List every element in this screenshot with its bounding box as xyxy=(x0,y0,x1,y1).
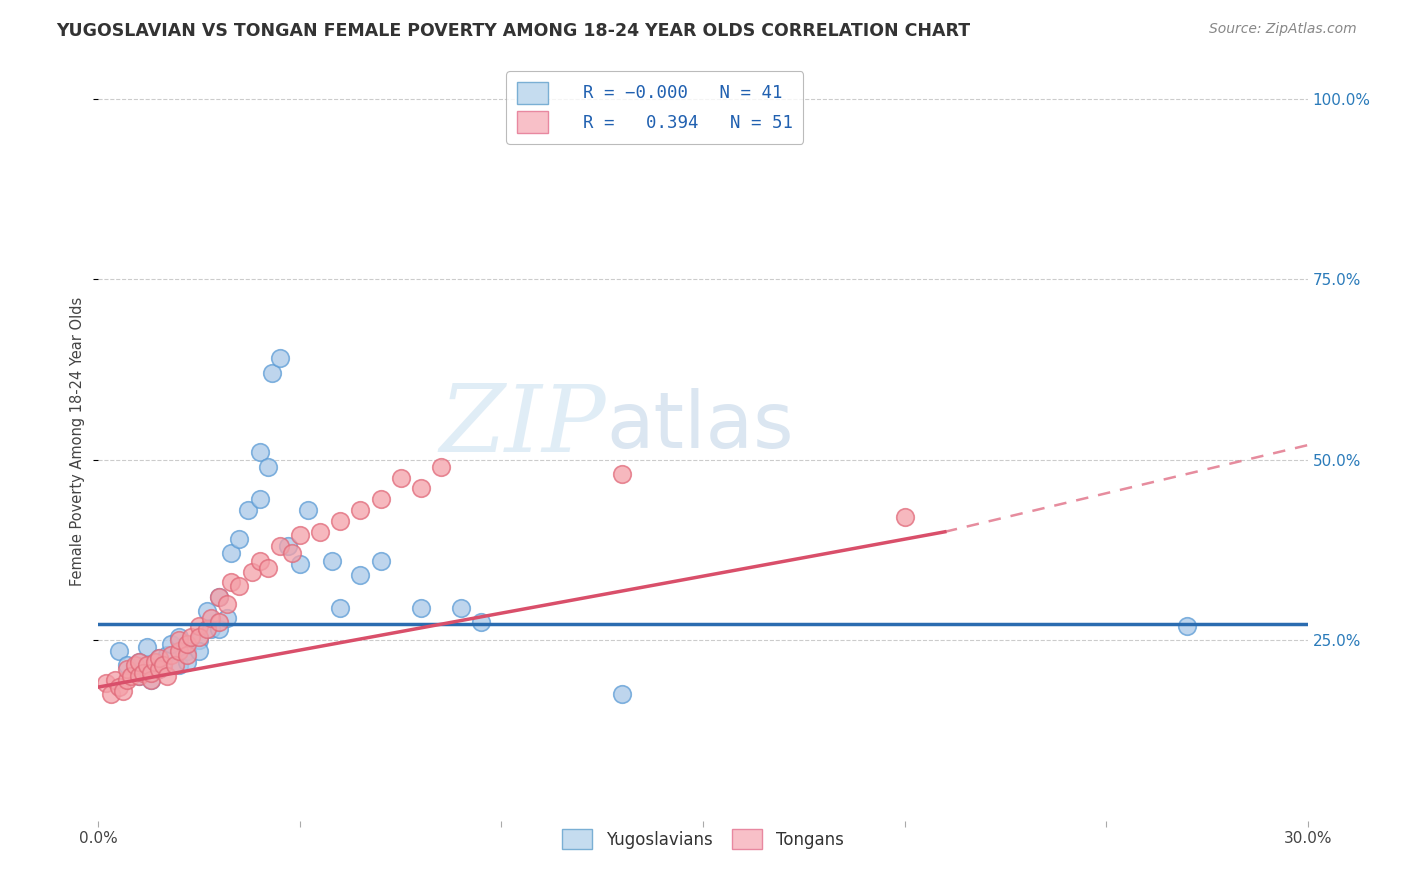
Point xyxy=(249,554,271,568)
Point xyxy=(135,640,157,655)
Point xyxy=(148,651,170,665)
Point xyxy=(176,655,198,669)
Point xyxy=(148,651,170,665)
Point xyxy=(349,568,371,582)
Point xyxy=(249,445,271,459)
Point xyxy=(297,503,319,517)
Point xyxy=(370,492,392,507)
Point xyxy=(208,622,231,636)
Point xyxy=(288,528,311,542)
Point xyxy=(176,648,198,662)
Point xyxy=(221,546,243,560)
Y-axis label: Female Poverty Among 18-24 Year Olds: Female Poverty Among 18-24 Year Olds xyxy=(70,297,86,586)
Point xyxy=(96,676,118,690)
Point xyxy=(208,590,231,604)
Point xyxy=(200,611,222,625)
Point xyxy=(329,600,352,615)
Point xyxy=(389,470,412,484)
Point xyxy=(329,514,352,528)
Point xyxy=(180,630,202,644)
Point xyxy=(100,687,122,701)
Point xyxy=(612,467,634,481)
Point xyxy=(148,662,170,676)
Point xyxy=(249,492,271,507)
Point xyxy=(188,618,211,632)
Text: ZIP: ZIP xyxy=(440,382,606,471)
Point xyxy=(167,644,190,658)
Point xyxy=(409,600,432,615)
Point xyxy=(139,665,162,680)
Point xyxy=(152,658,174,673)
Point xyxy=(163,658,186,673)
Point xyxy=(1175,618,1198,632)
Point xyxy=(167,658,190,673)
Point xyxy=(188,630,211,644)
Point xyxy=(139,673,162,687)
Point xyxy=(281,546,304,560)
Point xyxy=(107,680,129,694)
Point xyxy=(115,658,138,673)
Point xyxy=(156,669,179,683)
Point xyxy=(128,669,150,683)
Point xyxy=(309,524,332,539)
Point xyxy=(321,554,343,568)
Point xyxy=(269,539,291,553)
Point xyxy=(160,648,183,662)
Point xyxy=(288,558,311,572)
Legend: Yugoslavians, Tongans: Yugoslavians, Tongans xyxy=(554,821,852,858)
Point xyxy=(128,655,150,669)
Point xyxy=(228,532,250,546)
Point xyxy=(256,459,278,474)
Point xyxy=(277,539,299,553)
Point xyxy=(135,658,157,673)
Point xyxy=(208,590,231,604)
Point xyxy=(176,637,198,651)
Point xyxy=(217,597,239,611)
Point xyxy=(370,554,392,568)
Point xyxy=(221,575,243,590)
Point xyxy=(450,600,472,615)
Point xyxy=(143,655,166,669)
Point xyxy=(236,503,259,517)
Point xyxy=(612,687,634,701)
Point xyxy=(217,611,239,625)
Point xyxy=(430,459,453,474)
Text: atlas: atlas xyxy=(606,388,794,465)
Point xyxy=(188,633,211,648)
Point xyxy=(103,673,125,687)
Point xyxy=(200,622,222,636)
Point xyxy=(256,561,278,575)
Point xyxy=(132,665,155,680)
Point xyxy=(148,662,170,676)
Point xyxy=(115,673,138,687)
Point xyxy=(409,482,432,496)
Point xyxy=(124,658,146,673)
Point xyxy=(139,673,162,687)
Point xyxy=(115,662,138,676)
Text: YUGOSLAVIAN VS TONGAN FEMALE POVERTY AMONG 18-24 YEAR OLDS CORRELATION CHART: YUGOSLAVIAN VS TONGAN FEMALE POVERTY AMO… xyxy=(56,22,970,40)
Point xyxy=(160,637,183,651)
Point xyxy=(167,630,190,644)
Point xyxy=(228,579,250,593)
Point xyxy=(120,669,142,683)
Point xyxy=(188,644,211,658)
Point xyxy=(156,648,179,662)
Point xyxy=(195,622,218,636)
Point xyxy=(128,655,150,669)
Point xyxy=(240,565,263,579)
Point xyxy=(349,503,371,517)
Point xyxy=(893,510,915,524)
Point xyxy=(470,615,492,629)
Point xyxy=(269,351,291,366)
Point xyxy=(176,644,198,658)
Point xyxy=(260,366,283,380)
Text: Source: ZipAtlas.com: Source: ZipAtlas.com xyxy=(1209,22,1357,37)
Point xyxy=(107,644,129,658)
Point xyxy=(195,604,218,618)
Point xyxy=(128,669,150,683)
Point xyxy=(167,633,190,648)
Point xyxy=(208,615,231,629)
Point xyxy=(111,683,134,698)
